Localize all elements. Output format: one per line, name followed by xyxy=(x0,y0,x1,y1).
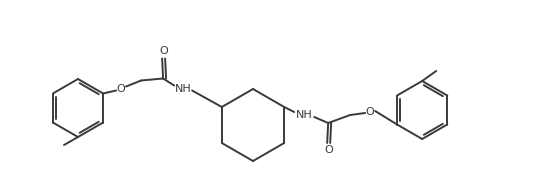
Text: O: O xyxy=(325,145,334,155)
Text: O: O xyxy=(160,46,169,56)
Text: O: O xyxy=(116,84,125,94)
Text: NH: NH xyxy=(175,84,192,94)
Text: O: O xyxy=(366,107,375,117)
Text: NH: NH xyxy=(296,110,312,120)
